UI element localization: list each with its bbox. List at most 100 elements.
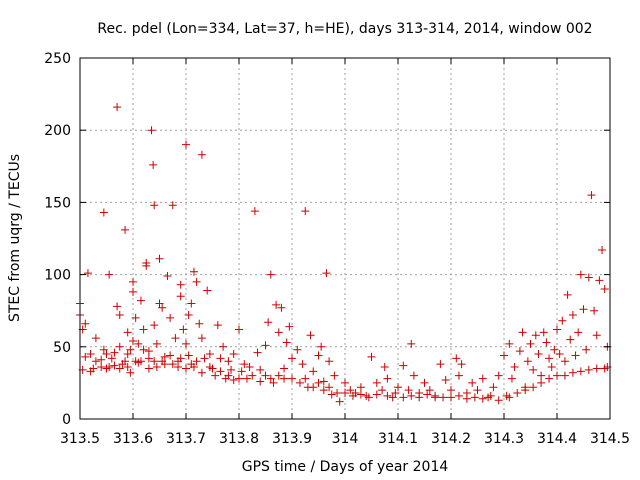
data-point [560, 371, 569, 380]
data-point [388, 393, 397, 402]
data-point [555, 350, 564, 359]
data-point [155, 254, 164, 263]
data-point [227, 365, 236, 374]
data-point [131, 313, 140, 322]
data-point [121, 225, 130, 234]
data-point [314, 351, 323, 360]
data-point [494, 371, 503, 380]
data-point [600, 285, 609, 294]
data-point [216, 367, 225, 376]
y-tick-label: 150 [44, 195, 71, 211]
data-points [76, 103, 612, 406]
data-point [534, 350, 543, 359]
data-point [174, 363, 183, 372]
data-point [500, 351, 508, 360]
data-point [184, 351, 193, 360]
data-point [391, 389, 400, 398]
data-point [568, 368, 577, 377]
data-point [189, 267, 198, 276]
data-point [91, 334, 100, 343]
x-tick-label: 314.1 [378, 431, 418, 447]
data-point [81, 352, 90, 361]
x-tick-label: 313.8 [219, 431, 259, 447]
data-point [523, 357, 532, 366]
data-point [256, 377, 265, 386]
data-point [439, 393, 448, 402]
data-point [261, 341, 270, 350]
data-point [240, 360, 249, 369]
data-point [110, 361, 119, 370]
data-point [545, 374, 554, 383]
data-point [592, 364, 601, 373]
data-point [566, 335, 575, 344]
data-point [272, 300, 281, 309]
x-tick-label: 314 [332, 431, 359, 447]
data-point [537, 371, 546, 380]
data-point [166, 351, 175, 360]
x-tick-label: 313.6 [113, 431, 153, 447]
data-point [579, 305, 588, 314]
data-point [505, 339, 514, 348]
data-point [197, 368, 206, 377]
data-point [309, 383, 318, 392]
data-point [462, 394, 471, 403]
data-point [179, 325, 188, 334]
data-point [229, 350, 238, 359]
data-point [113, 103, 122, 112]
x-tick-label: 313.7 [166, 431, 206, 447]
data-point [325, 383, 334, 392]
axis-ticks: 313.5 313.6 313.7 313.8 313.9 314 314.1 314.2 31… [44, 51, 630, 447]
data-point [264, 318, 273, 327]
data-point [526, 339, 535, 348]
data-point [319, 386, 328, 395]
data-point [574, 328, 583, 337]
data-point [256, 365, 265, 374]
data-point [425, 386, 434, 395]
data-point [341, 389, 349, 398]
data-point [301, 374, 310, 383]
data-point [129, 277, 137, 286]
data-point [407, 391, 416, 400]
data-point [295, 378, 304, 387]
data-point [176, 280, 185, 289]
data-point [582, 345, 591, 354]
data-point [91, 357, 100, 366]
data-point [150, 201, 159, 210]
data-point [195, 319, 204, 328]
data-point [142, 259, 151, 268]
data-point [266, 270, 275, 279]
data-point [356, 390, 365, 399]
chart-title: Rec. pdel (Lon=334, Lat=37, h=HE), days … [97, 21, 592, 37]
data-point [126, 368, 135, 377]
data-point [364, 393, 373, 402]
data-point [378, 386, 387, 395]
data-point [545, 354, 554, 363]
data-point [182, 140, 190, 149]
data-point [123, 350, 132, 359]
data-point [547, 363, 556, 372]
data-point [274, 328, 283, 337]
data-point [441, 376, 450, 385]
x-tick-label: 314.4 [537, 431, 577, 447]
data-point [399, 393, 408, 402]
data-point [415, 393, 424, 402]
y-tick-label: 0 [62, 412, 71, 428]
data-point [105, 270, 114, 279]
data-point [539, 328, 548, 337]
data-point [107, 354, 116, 363]
data-point [123, 363, 132, 372]
data-point [144, 347, 153, 356]
data-point [571, 351, 580, 360]
data-point [121, 357, 130, 366]
data-point [129, 287, 137, 296]
data-point [558, 316, 567, 325]
data-point [576, 367, 585, 376]
data-point [372, 390, 381, 399]
data-point [383, 391, 392, 400]
data-point [468, 378, 477, 387]
data-point [553, 325, 561, 334]
data-point [81, 319, 90, 328]
data-point [335, 397, 344, 406]
data-point [542, 338, 551, 347]
